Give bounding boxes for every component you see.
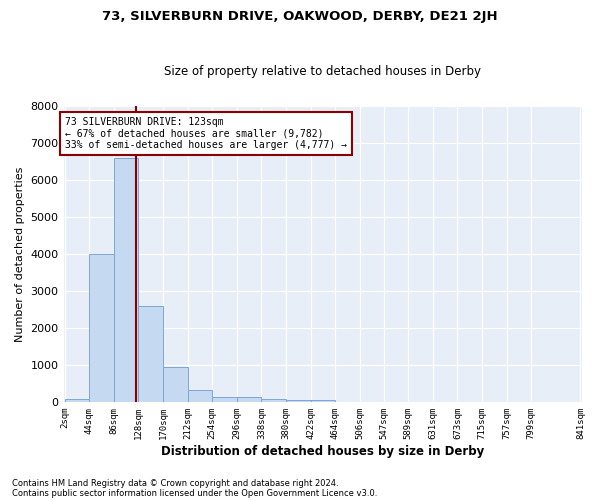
X-axis label: Distribution of detached houses by size in Derby: Distribution of detached houses by size … bbox=[161, 444, 484, 458]
Text: Contains public sector information licensed under the Open Government Licence v3: Contains public sector information licen… bbox=[12, 488, 377, 498]
Bar bbox=[188, 390, 212, 402]
Text: 73 SILVERBURN DRIVE: 123sqm
← 67% of detached houses are smaller (9,782)
33% of : 73 SILVERBURN DRIVE: 123sqm ← 67% of det… bbox=[65, 117, 347, 150]
Bar bbox=[163, 366, 188, 402]
Text: 73, SILVERBURN DRIVE, OAKWOOD, DERBY, DE21 2JH: 73, SILVERBURN DRIVE, OAKWOOD, DERBY, DE… bbox=[102, 10, 498, 23]
Y-axis label: Number of detached properties: Number of detached properties bbox=[15, 166, 25, 342]
Bar bbox=[114, 158, 139, 402]
Bar bbox=[212, 396, 237, 402]
Bar bbox=[89, 254, 114, 402]
Title: Size of property relative to detached houses in Derby: Size of property relative to detached ho… bbox=[164, 66, 481, 78]
Bar bbox=[139, 306, 163, 402]
Bar bbox=[311, 400, 335, 402]
Bar bbox=[65, 399, 89, 402]
Bar bbox=[237, 397, 262, 402]
Bar bbox=[286, 400, 311, 402]
Text: Contains HM Land Registry data © Crown copyright and database right 2024.: Contains HM Land Registry data © Crown c… bbox=[12, 478, 338, 488]
Bar bbox=[262, 399, 286, 402]
